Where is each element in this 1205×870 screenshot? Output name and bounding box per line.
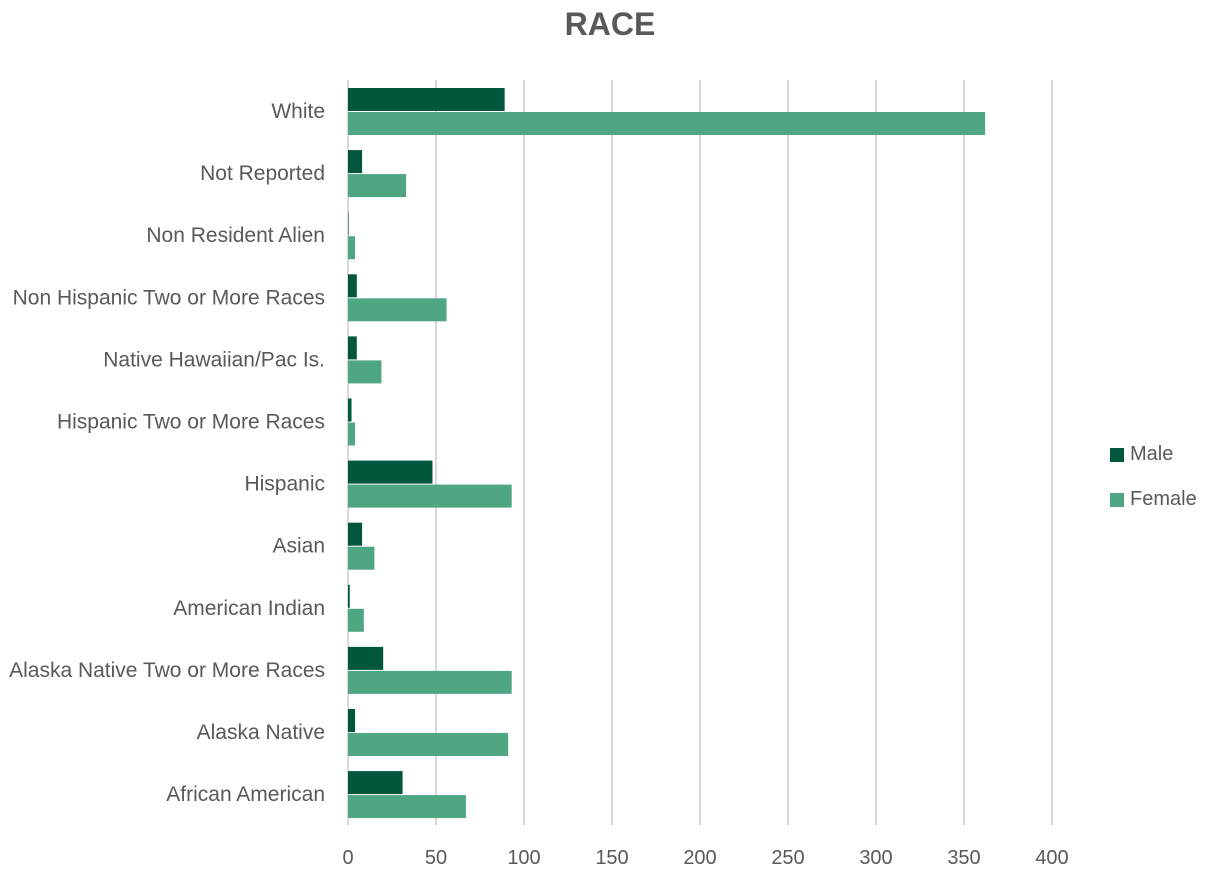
x-tick-label: 200 xyxy=(683,847,716,869)
y-category-label: Non Hispanic Two or More Races xyxy=(13,286,325,309)
bar-female xyxy=(348,670,512,694)
legend-label-female: Female xyxy=(1130,488,1197,510)
y-category-label: White xyxy=(271,100,325,123)
bar-female xyxy=(348,360,382,384)
y-category-label: Asian xyxy=(272,535,325,558)
chart-title: RACE xyxy=(564,6,656,42)
bar-female xyxy=(348,174,407,198)
bar-male xyxy=(348,522,363,546)
bar-female xyxy=(348,422,356,446)
legend: Male Female xyxy=(1110,432,1197,522)
x-tick-label: 400 xyxy=(1035,847,1068,869)
legend-label-male: Male xyxy=(1130,443,1174,465)
x-tick-label: 250 xyxy=(771,847,804,869)
bar-female xyxy=(348,112,986,135)
bar-female xyxy=(348,546,375,570)
y-category-label: Hispanic Two or More Races xyxy=(57,411,325,434)
bar-male xyxy=(348,212,349,236)
x-tick-label: 150 xyxy=(595,847,628,869)
bar-female xyxy=(348,795,466,819)
x-tick-label: 50 xyxy=(425,847,447,869)
bar-female xyxy=(348,298,447,322)
bar-female xyxy=(348,236,356,260)
y-category-label: Non Resident Alien xyxy=(146,224,325,247)
bar-male xyxy=(348,398,352,422)
y-category-label: Native Hawaiian/Pac Is. xyxy=(103,348,325,371)
legend-item-female: Female xyxy=(1110,477,1197,522)
bar-male xyxy=(348,274,357,298)
x-tick-label: 0 xyxy=(342,847,353,869)
bar-female xyxy=(348,484,512,508)
bar-male xyxy=(348,584,350,608)
y-category-label: Not Reported xyxy=(200,162,325,185)
y-category-label: Hispanic xyxy=(244,473,325,496)
y-category-label: Alaska Native xyxy=(197,721,325,744)
legend-swatch-male xyxy=(1110,447,1124,462)
x-tick-label: 100 xyxy=(507,847,540,869)
bar-male xyxy=(348,709,356,732)
bar-male xyxy=(348,336,357,360)
y-category-label: African American xyxy=(166,783,325,806)
bar-male xyxy=(348,646,384,670)
legend-swatch-female xyxy=(1110,492,1124,507)
bar-male xyxy=(348,150,363,174)
y-category-label: American Indian xyxy=(173,597,325,620)
bar-female xyxy=(348,733,509,756)
bar-male xyxy=(348,460,433,484)
x-tick-label: 300 xyxy=(859,847,892,869)
legend-item-male: Male xyxy=(1110,432,1197,477)
x-tick-label: 350 xyxy=(947,847,980,869)
bar-female xyxy=(348,608,364,632)
y-category-label: Alaska Native Two or More Races xyxy=(9,659,325,682)
bar-male xyxy=(348,88,505,111)
bar-male xyxy=(348,771,403,795)
